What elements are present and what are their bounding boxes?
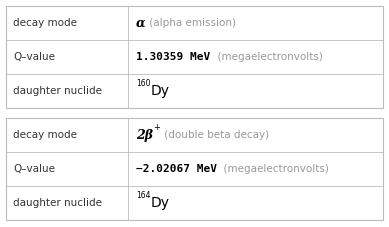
- Text: (double beta decay): (double beta decay): [161, 130, 269, 140]
- Text: 160: 160: [136, 79, 151, 88]
- Text: Dy: Dy: [151, 196, 170, 210]
- Text: daughter nuclide: daughter nuclide: [13, 198, 102, 208]
- Text: −2.02067 MeV: −2.02067 MeV: [136, 164, 217, 174]
- Text: (alpha emission): (alpha emission): [146, 18, 236, 28]
- Bar: [6, 6, 383, 108]
- Text: 2β: 2β: [136, 128, 153, 141]
- Text: Q–value: Q–value: [13, 52, 55, 62]
- Text: +: +: [154, 123, 160, 132]
- Text: 1.30359 MeV: 1.30359 MeV: [136, 52, 210, 62]
- Text: 164: 164: [136, 191, 151, 200]
- Text: daughter nuclide: daughter nuclide: [13, 86, 102, 96]
- Text: (megaelectronvolts): (megaelectronvolts): [211, 52, 322, 62]
- Text: decay mode: decay mode: [13, 130, 77, 140]
- Text: Dy: Dy: [151, 84, 170, 98]
- Text: α: α: [136, 17, 145, 30]
- Bar: [6, 118, 383, 220]
- Text: Q–value: Q–value: [13, 164, 55, 174]
- Text: decay mode: decay mode: [13, 18, 77, 28]
- Text: (megaelectronvolts): (megaelectronvolts): [217, 164, 329, 174]
